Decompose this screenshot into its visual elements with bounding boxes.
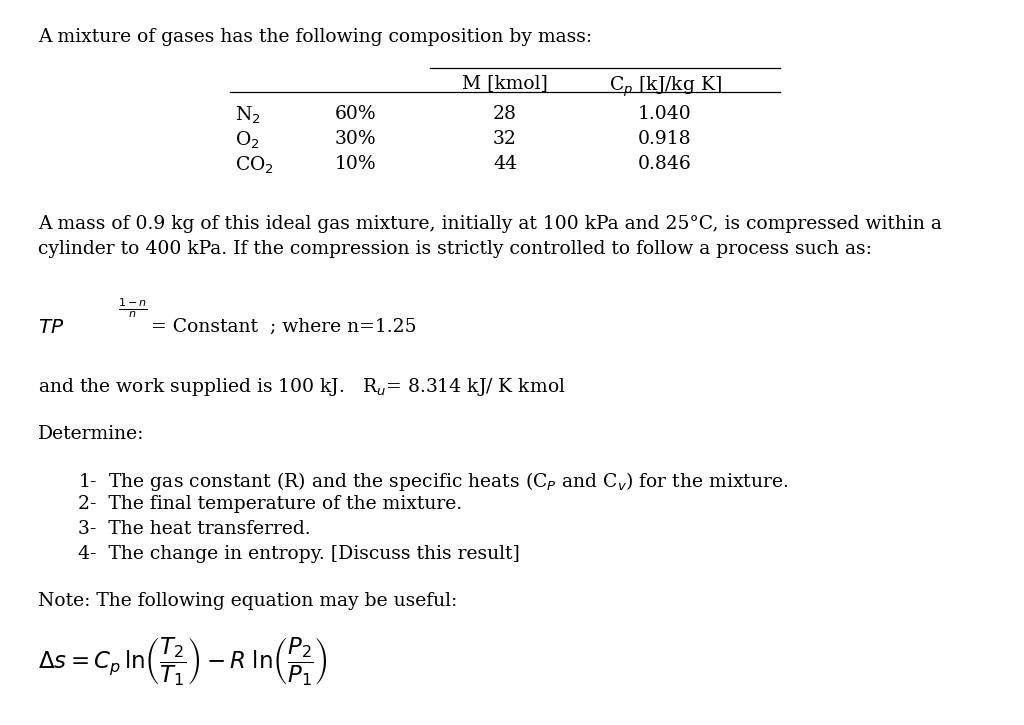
Text: $TP$: $TP$ (38, 318, 65, 337)
Text: M [kmol]: M [kmol] (462, 74, 548, 92)
Text: CO$_2$: CO$_2$ (234, 155, 274, 176)
Text: 44: 44 (493, 155, 517, 173)
Text: 3-  The heat transferred.: 3- The heat transferred. (78, 520, 310, 538)
Text: 28: 28 (493, 105, 517, 123)
Text: N$_2$: N$_2$ (234, 105, 261, 126)
Text: O$_2$: O$_2$ (234, 130, 260, 152)
Text: A mass of 0.9 kg of this ideal gas mixture, initially at 100 kPa and 25°C, is co: A mass of 0.9 kg of this ideal gas mixtu… (38, 215, 942, 233)
Text: Determine:: Determine: (38, 425, 144, 443)
Text: Note: The following equation may be useful:: Note: The following equation may be usef… (38, 592, 458, 610)
Text: 0.918: 0.918 (638, 130, 692, 148)
Text: 0.846: 0.846 (638, 155, 692, 173)
Text: and the work supplied is 100 kJ.   R$_u$= 8.314 kJ/ K kmol: and the work supplied is 100 kJ. R$_u$= … (38, 376, 565, 398)
Text: cylinder to 400 kPa. If the compression is strictly controlled to follow a proce: cylinder to 400 kPa. If the compression … (38, 240, 871, 258)
Text: $\Delta s = C_p \, \mathrm{ln} \left( \dfrac{T_2}{T_1} \right) - R \; \mathrm{ln: $\Delta s = C_p \, \mathrm{ln} \left( \d… (38, 635, 328, 688)
Text: C$_p$ [kJ/kg K]: C$_p$ [kJ/kg K] (608, 74, 722, 99)
Text: 60%: 60% (335, 105, 377, 123)
Text: 30%: 30% (335, 130, 377, 148)
Text: 32: 32 (494, 130, 517, 148)
Text: = Constant  ; where n=1.25: = Constant ; where n=1.25 (145, 318, 417, 336)
Text: A mixture of gases has the following composition by mass:: A mixture of gases has the following com… (38, 28, 592, 46)
Text: 10%: 10% (335, 155, 377, 173)
Text: 2-  The final temperature of the mixture.: 2- The final temperature of the mixture. (78, 495, 462, 513)
Text: 1.040: 1.040 (638, 105, 692, 123)
Text: 1-  The gas constant (R) and the specific heats (C$_P$ and C$_v$) for the mixtur: 1- The gas constant (R) and the specific… (78, 470, 788, 493)
Text: 4-  The change in entropy. [Discuss this result]: 4- The change in entropy. [Discuss this … (78, 545, 520, 563)
Text: $\frac{1-n}{n}$: $\frac{1-n}{n}$ (118, 296, 148, 320)
